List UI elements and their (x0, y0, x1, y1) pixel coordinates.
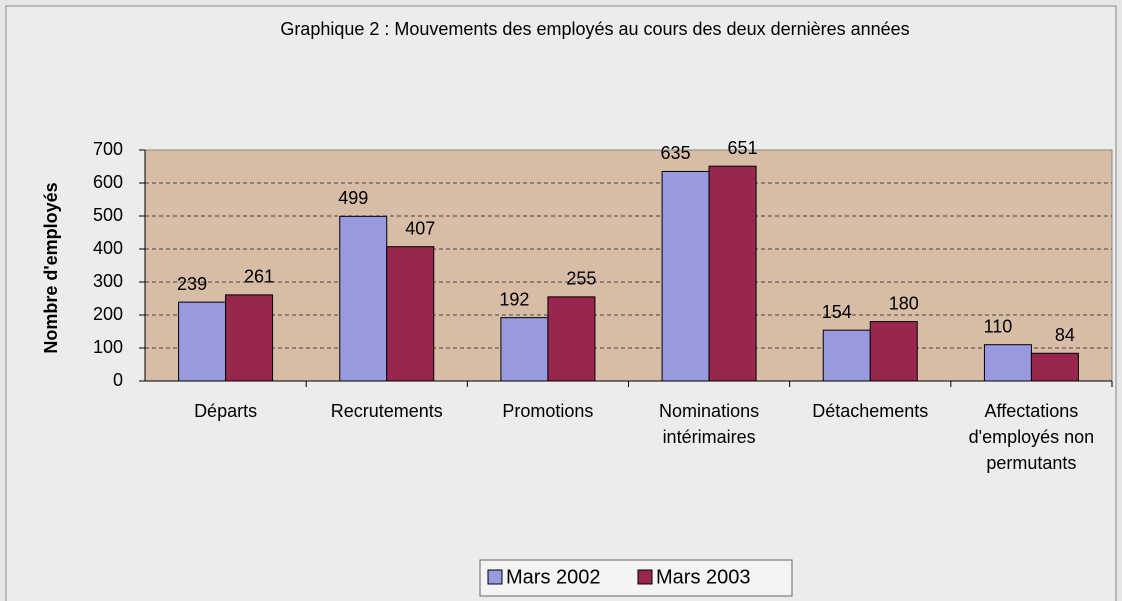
x-tick-label: Recrutements (330, 401, 443, 421)
bar (983, 344, 1032, 382)
x-tick-label: Promotions (502, 401, 594, 421)
data-label: 261 (244, 267, 274, 287)
y-tick-label: 100 (93, 337, 123, 357)
x-tick-label: Nominations intérimaires (659, 401, 760, 447)
bar (708, 165, 757, 382)
data-label: 239 (177, 274, 207, 294)
data-label: 192 (499, 289, 529, 309)
bar (500, 317, 549, 382)
chart-title: Graphique 2 : Mouvements des employés au… (280, 19, 909, 39)
bar (822, 329, 871, 382)
bar (386, 246, 435, 382)
legend-swatch (487, 569, 503, 585)
data-label: 110 (984, 316, 1013, 336)
data-label: 255 (566, 269, 596, 289)
legend-label: Mars 2002 (506, 566, 601, 588)
y-axis-label: Nombre d'employés (41, 182, 61, 353)
bar (1030, 352, 1079, 382)
y-tick-label: 500 (93, 205, 123, 225)
data-label: 154 (822, 302, 852, 322)
bar (339, 215, 388, 382)
legend-box (479, 559, 793, 597)
data-label: 407 (405, 218, 435, 238)
data-label: 651 (728, 138, 758, 158)
bar (547, 296, 596, 382)
y-tick-label: 0 (113, 370, 123, 390)
x-tick-label: Affectations d'employés non permutants (968, 401, 1095, 473)
bar (661, 170, 710, 382)
data-label: 180 (889, 293, 919, 313)
data-label: 499 (338, 188, 368, 208)
x-tick-label: Départs (194, 401, 258, 421)
legend-label: Mars 2003 (656, 566, 751, 588)
data-label: 84 (1055, 325, 1075, 345)
data-label: 635 (661, 143, 691, 163)
y-tick-label: 600 (93, 172, 123, 192)
bar (225, 294, 274, 382)
y-tick-label: 200 (93, 304, 123, 324)
legend-swatch (637, 569, 653, 585)
y-tick-label: 700 (93, 139, 123, 159)
bar (869, 321, 918, 382)
bar (178, 301, 227, 382)
y-tick-label: 300 (93, 271, 123, 291)
y-tick-label: 400 (93, 238, 123, 258)
plot-area (144, 149, 1113, 382)
x-tick-label: Détachements (812, 401, 929, 421)
